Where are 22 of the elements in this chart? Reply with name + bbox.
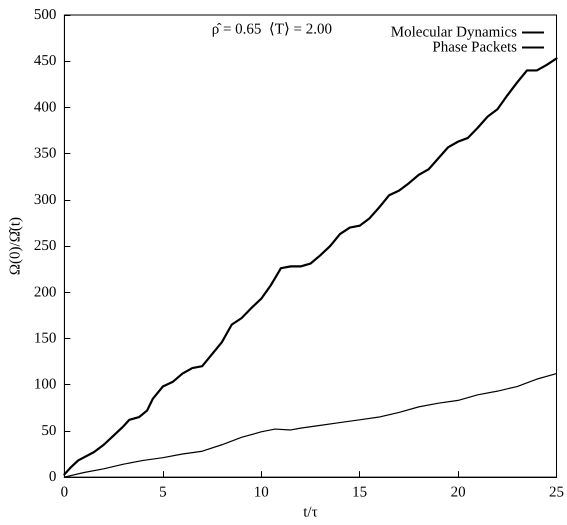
y-tick-label: 200 xyxy=(34,284,56,300)
y-tick-label: 250 xyxy=(34,238,56,254)
x-axis-title: t/τ xyxy=(303,504,318,520)
y-tick-label: 150 xyxy=(34,330,56,346)
x-tick-label: 10 xyxy=(254,484,269,501)
y-tick-label: 500 xyxy=(34,7,56,23)
y-tick-label: 50 xyxy=(41,422,56,439)
y-tick-label: 400 xyxy=(34,99,56,116)
y-axis-title: Ω(0)/Ω̂(t) xyxy=(8,216,24,276)
y-tick-label: 100 xyxy=(34,376,56,393)
y-tick-label: 450 xyxy=(34,53,56,70)
legend-label: Phase Packets xyxy=(432,40,518,56)
x-tick-label: 5 xyxy=(159,484,167,501)
x-tick-label: 0 xyxy=(60,484,68,501)
y-tick-label: 300 xyxy=(34,192,56,208)
y-tick-label: 0 xyxy=(48,469,56,486)
annotation: ρ̂ = 0.65 ⟨T⟩ = 2.00 xyxy=(212,22,332,38)
y-tick-label: 350 xyxy=(34,146,56,162)
x-tick-label: 15 xyxy=(352,484,368,501)
x-tick-label: 25 xyxy=(549,484,564,501)
x-tick-label: 20 xyxy=(450,484,466,501)
legend-label: Molecular Dynamics xyxy=(390,24,518,40)
